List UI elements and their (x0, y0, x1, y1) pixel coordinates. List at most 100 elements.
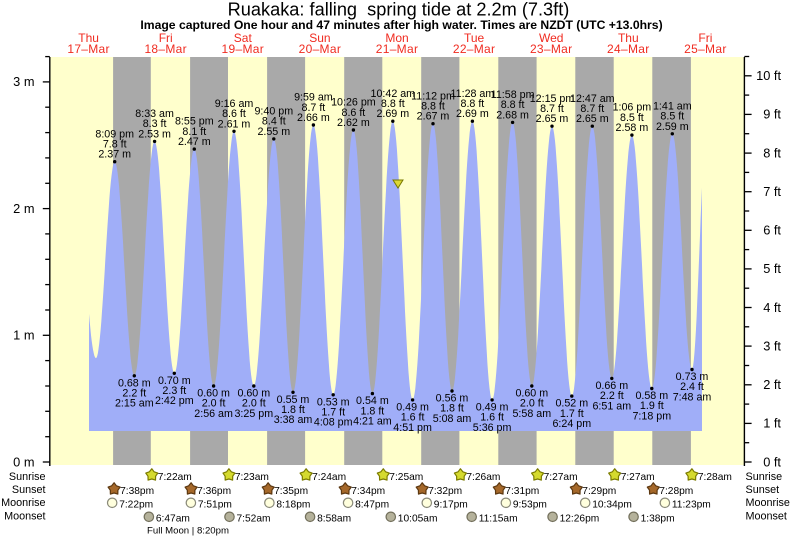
svg-text:Moonset: Moonset (746, 510, 787, 522)
svg-text:8.8 ft: 8.8 ft (381, 98, 405, 110)
svg-text:1.6 ft: 1.6 ft (401, 412, 425, 424)
svg-text:20–Mar: 20–Mar (299, 42, 342, 56)
svg-text:3:25 pm: 3:25 pm (234, 408, 273, 420)
svg-text:6:47am: 6:47am (156, 514, 190, 525)
svg-text:24–Mar: 24–Mar (607, 42, 650, 56)
svg-text:Sun: Sun (309, 31, 330, 45)
svg-text:7:25am: 7:25am (389, 472, 423, 483)
svg-text:1.8 ft: 1.8 ft (440, 403, 464, 415)
svg-text:23–Mar: 23–Mar (530, 42, 573, 56)
svg-text:2.68 m: 2.68 m (496, 109, 529, 121)
svg-text:6 ft: 6 ft (763, 223, 781, 238)
svg-text:3 ft: 3 ft (763, 338, 781, 353)
svg-text:Ruakaka: falling spring tide: Ruakaka: falling spring tide at 2.2m (7.… (228, 0, 570, 20)
svg-text:0.49 m: 0.49 m (476, 401, 509, 413)
svg-text:11:28 am: 11:28 am (451, 88, 495, 100)
svg-text:1.7 ft: 1.7 ft (560, 408, 584, 420)
svg-text:0 ft: 0 ft (763, 454, 781, 469)
svg-text:4 ft: 4 ft (763, 300, 781, 315)
svg-text:11:23pm: 11:23pm (672, 500, 711, 511)
svg-text:10 ft: 10 ft (756, 68, 781, 83)
svg-text:0.60 m: 0.60 m (197, 388, 230, 400)
svg-text:9:40 pm: 9:40 pm (254, 106, 293, 118)
svg-text:9:16 am: 9:16 am (215, 98, 254, 110)
svg-text:8:18pm: 8:18pm (276, 500, 310, 511)
svg-text:2 m: 2 m (13, 201, 34, 216)
svg-text:5:36 pm: 5:36 pm (473, 422, 512, 434)
svg-text:7:34pm: 7:34pm (351, 486, 385, 497)
svg-text:17–Mar: 17–Mar (67, 42, 110, 56)
svg-text:Fri: Fri (159, 31, 173, 45)
svg-text:8:55 pm: 8:55 pm (175, 116, 214, 128)
svg-text:7:28pm: 7:28pm (659, 486, 693, 497)
svg-text:25–Mar: 25–Mar (684, 42, 727, 56)
svg-text:0.53 m: 0.53 m (317, 396, 350, 408)
svg-text:18–Mar: 18–Mar (144, 42, 187, 56)
svg-text:11:58 pm: 11:58 pm (491, 89, 535, 101)
svg-text:8.6 ft: 8.6 ft (222, 108, 246, 120)
svg-text:7:26am: 7:26am (466, 472, 500, 483)
svg-text:8:33 am: 8:33 am (135, 108, 174, 120)
svg-text:2.65 m: 2.65 m (536, 113, 569, 125)
svg-text:9:59 am: 9:59 am (294, 92, 333, 104)
svg-text:8:58am: 8:58am (317, 514, 351, 525)
svg-text:2.2 ft: 2.2 ft (600, 390, 624, 402)
svg-text:2.0 ft: 2.0 ft (520, 398, 544, 410)
svg-text:2.62 m: 2.62 m (337, 117, 370, 129)
svg-text:Sunrise: Sunrise (746, 471, 783, 483)
svg-text:8.7 ft: 8.7 ft (540, 103, 564, 115)
svg-text:7:22am: 7:22am (158, 472, 192, 483)
svg-text:0 m: 0 m (13, 454, 34, 469)
svg-text:8:47pm: 8:47pm (355, 500, 389, 511)
svg-text:Full Moon | 8:20pm: Full Moon | 8:20pm (147, 525, 229, 536)
svg-text:12:26pm: 12:26pm (560, 514, 600, 525)
svg-text:1.8 ft: 1.8 ft (361, 405, 385, 417)
svg-text:8.8 ft: 8.8 ft (421, 101, 445, 113)
svg-text:0.70 m: 0.70 m (158, 375, 191, 387)
svg-text:2.2 ft: 2.2 ft (122, 388, 146, 400)
svg-text:3 m: 3 m (13, 74, 34, 89)
svg-text:7:52am: 7:52am (237, 514, 271, 525)
svg-text:8.4 ft: 8.4 ft (262, 116, 286, 128)
svg-text:9:17pm: 9:17pm (434, 500, 468, 511)
svg-text:7:38pm: 7:38pm (120, 486, 154, 497)
svg-text:2:56 am: 2:56 am (194, 408, 233, 420)
svg-text:12:15 pm: 12:15 pm (530, 93, 575, 105)
svg-text:7:31pm: 7:31pm (505, 486, 539, 497)
svg-text:2:42 pm: 2:42 pm (155, 395, 194, 407)
svg-text:10:34pm: 10:34pm (592, 500, 632, 511)
svg-text:4:51 pm: 4:51 pm (393, 422, 432, 434)
svg-text:Thu: Thu (618, 31, 639, 45)
svg-text:4:21 am: 4:21 am (353, 416, 392, 428)
svg-text:2.61 m: 2.61 m (218, 118, 251, 130)
svg-text:8.3 ft: 8.3 ft (143, 118, 167, 130)
svg-text:8.1 ft: 8.1 ft (182, 126, 206, 138)
svg-text:5 ft: 5 ft (763, 261, 781, 276)
svg-text:1.8 ft: 1.8 ft (281, 404, 305, 416)
svg-text:2.67 m: 2.67 m (417, 111, 450, 123)
svg-text:2.66 m: 2.66 m (297, 112, 330, 124)
svg-text:6:51 am: 6:51 am (592, 400, 631, 412)
svg-text:8.8 ft: 8.8 ft (461, 98, 485, 110)
svg-text:7.8 ft: 7.8 ft (103, 139, 127, 151)
svg-text:0.68 m: 0.68 m (118, 377, 151, 389)
svg-text:8 ft: 8 ft (763, 145, 781, 160)
svg-text:7:28am: 7:28am (698, 472, 732, 483)
svg-text:Fri: Fri (698, 31, 712, 45)
svg-text:0.58 m: 0.58 m (635, 390, 668, 402)
svg-text:9 ft: 9 ft (763, 107, 781, 122)
svg-text:5:58 am: 5:58 am (512, 408, 551, 420)
svg-text:1.6 ft: 1.6 ft (480, 412, 504, 424)
svg-text:8.7 ft: 8.7 ft (580, 103, 604, 115)
svg-text:22–Mar: 22–Mar (453, 42, 496, 56)
svg-text:9:53pm: 9:53pm (513, 500, 547, 511)
svg-text:2.53 m: 2.53 m (138, 128, 171, 140)
svg-text:0.55 m: 0.55 m (277, 394, 310, 406)
svg-text:2.59 m: 2.59 m (656, 121, 689, 133)
svg-text:7:36pm: 7:36pm (197, 486, 231, 497)
svg-text:2.69 m: 2.69 m (376, 108, 409, 120)
svg-text:7:23am: 7:23am (235, 472, 269, 483)
svg-text:11:15am: 11:15am (479, 514, 518, 525)
svg-text:1 ft: 1 ft (763, 416, 781, 431)
svg-text:0.54 m: 0.54 m (356, 395, 389, 407)
